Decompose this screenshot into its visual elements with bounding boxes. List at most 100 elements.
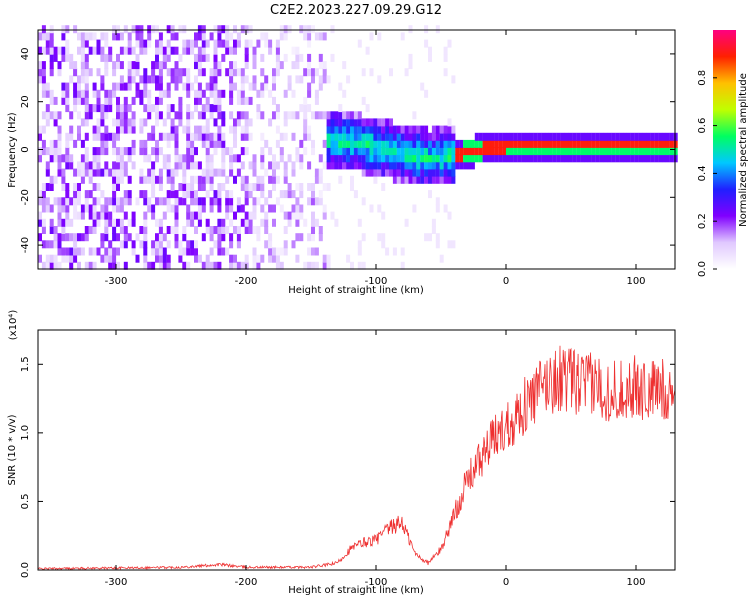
heatmap-cell (170, 32, 175, 41)
heatmap-cell (611, 147, 616, 156)
heatmap-cell (396, 168, 401, 177)
heatmap-cell (654, 147, 659, 156)
heatmap-cell (135, 82, 140, 91)
heatmap-cell (131, 125, 136, 134)
heatmap-cell (244, 75, 249, 84)
heatmap-cell (182, 161, 187, 170)
heatmap-cell (155, 247, 159, 256)
heatmap-cell (599, 154, 604, 163)
heatmap-cell (412, 125, 417, 134)
heatmap-cell (178, 118, 183, 127)
heatmap-cell (217, 125, 222, 134)
heatmap-cell (615, 154, 620, 163)
heatmap-cell (408, 132, 413, 141)
heatmap-cell (73, 204, 78, 213)
heatmap-cell (272, 175, 276, 184)
heatmap-cell (155, 61, 159, 70)
heatmap-cell (412, 175, 417, 184)
heatmap-cell (209, 68, 214, 77)
heatmap-cell (506, 132, 510, 141)
heatmap-cell (229, 75, 234, 84)
heatmap-cell (221, 161, 226, 170)
heatmap-cell (182, 183, 187, 191)
heatmap-cell (314, 111, 319, 120)
heatmap-cell (478, 147, 483, 156)
heatmap-cell (451, 168, 456, 177)
heatmap-cell (654, 139, 659, 148)
heatmap-cell (669, 139, 674, 148)
heatmap-cell (162, 197, 167, 206)
heatmap-cell (65, 132, 70, 141)
heatmap-cell (357, 132, 362, 141)
heatmap-cell (396, 125, 401, 134)
heatmap-cell (244, 175, 249, 184)
heatmap-cell (268, 190, 273, 199)
heatmap-cell (166, 68, 171, 77)
heatmap-cell (490, 139, 495, 148)
heatmap-cell (143, 75, 148, 84)
heatmap-cell (650, 154, 655, 163)
heatmap-cell (365, 125, 370, 134)
heatmap-cell (186, 261, 191, 270)
heatmap-cell (38, 233, 42, 242)
heatmap-cell (307, 247, 312, 256)
heatmap-cell (209, 154, 214, 163)
heatmap-cell (61, 154, 66, 163)
heatmap-cell (65, 161, 70, 170)
heatmap-cell (326, 254, 331, 263)
heatmap-cell (244, 125, 249, 134)
heatmap-cell (147, 32, 152, 41)
heatmap-cell (287, 82, 292, 91)
heatmap-cell (361, 233, 366, 242)
heatmap-cell (295, 254, 300, 263)
heatmap-cell (69, 197, 74, 206)
heatmap-cell (174, 75, 179, 84)
heatmap-cell (100, 104, 105, 113)
heatmap-cell (431, 168, 436, 177)
heatmap-cell (178, 183, 183, 191)
heatmap-cell (662, 154, 666, 163)
heatmap-cell (57, 154, 62, 163)
heatmap-cell (252, 197, 257, 206)
heatmap-cell (182, 233, 187, 242)
heatmap-cell (197, 254, 202, 263)
heatmap-cell (443, 132, 448, 141)
heatmap-cell (279, 204, 284, 213)
heatmap-cell (49, 240, 54, 249)
heatmap-cell (303, 68, 308, 77)
heatmap-cell (353, 125, 358, 134)
heatmap-cell (186, 39, 191, 48)
heatmap-cell (330, 139, 335, 148)
heatmap-cell (428, 168, 432, 177)
heatmap-cell (182, 68, 187, 77)
heatmap-cell (377, 32, 382, 41)
colorbar-gradient (713, 30, 736, 269)
heatmap-cell (162, 132, 167, 141)
heatmap-cell (494, 147, 499, 156)
heatmap-cell (580, 154, 585, 163)
heatmap-cell (80, 96, 85, 105)
heatmap-cell (147, 197, 152, 206)
heatmap-cell (61, 233, 66, 242)
heatmap-cell (112, 68, 117, 77)
heatmap-cell (77, 132, 81, 141)
heatmap-cell (279, 25, 284, 34)
heatmap-cell (350, 147, 354, 156)
heatmap-cell (295, 211, 300, 220)
heatmap-cell (626, 154, 631, 163)
heatmap-cell (626, 139, 631, 148)
bottom-y-tick-label: 0.5 (20, 493, 31, 509)
heatmap-cell (65, 197, 70, 206)
colorbar-tick-label: 0.8 (697, 70, 708, 86)
heatmap-cell (490, 154, 495, 163)
heatmap-cell (49, 32, 54, 41)
heatmap-cell (311, 247, 315, 256)
heatmap-cell (96, 147, 101, 156)
heatmap-cell (158, 197, 163, 206)
heatmap-cell (53, 261, 58, 270)
heatmap-cell (311, 111, 315, 120)
heatmap-cell (244, 261, 249, 270)
heatmap-cell (283, 247, 288, 256)
heatmap-cell (225, 25, 230, 34)
heatmap-cell (506, 147, 510, 156)
